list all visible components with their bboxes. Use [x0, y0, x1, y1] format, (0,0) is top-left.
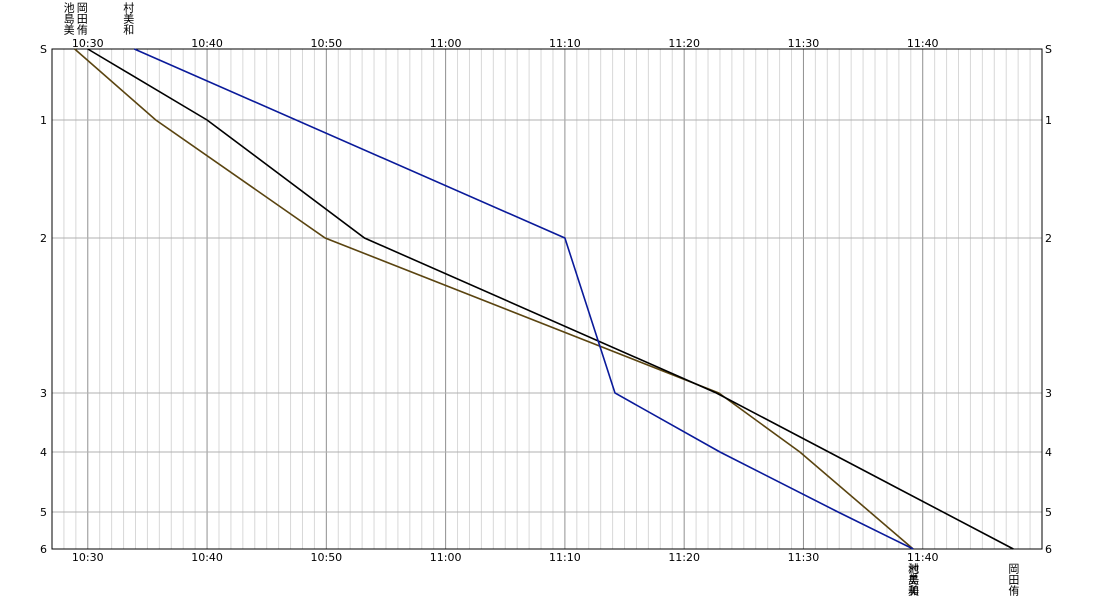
x-tick-label: 11:20	[668, 37, 700, 50]
train-name: 岡田侑	[1007, 563, 1020, 597]
y-tick-label: 4	[1045, 446, 1052, 459]
x-tick-label: 11:20	[668, 551, 700, 564]
x-tick-label: 10:40	[191, 37, 223, 50]
y-tick-label: 5	[40, 506, 47, 519]
train-name: 村美和	[907, 562, 920, 597]
x-tick-label: 11:30	[788, 37, 820, 50]
train-name: 池島美	[907, 563, 920, 596]
train-name: 岡田侑	[75, 2, 88, 36]
y-tick-label: 2	[40, 232, 47, 245]
train-line	[74, 48, 914, 550]
y-tick-label: 5	[1045, 506, 1052, 519]
x-tick-label: 11:40	[907, 37, 939, 50]
y-tick-label: 1	[40, 114, 47, 127]
x-tick-label: 11:40	[907, 551, 939, 564]
y-tick-label: S	[1045, 43, 1052, 56]
y-tick-label: 3	[1045, 387, 1052, 400]
y-tick-label: 6	[1045, 543, 1052, 556]
x-tick-label: 11:00	[430, 37, 462, 50]
y-tick-label: 1	[1045, 114, 1052, 127]
x-tick-label: 11:10	[549, 37, 581, 50]
x-tick-label: 11:10	[549, 551, 581, 564]
y-tick-label: 6	[40, 543, 47, 556]
y-tick-label: 4	[40, 446, 47, 459]
x-tick-label: 10:30	[72, 551, 104, 564]
y-tick-label: 2	[1045, 232, 1052, 245]
train-name: 池島美	[62, 2, 75, 35]
x-tick-label: 11:00	[430, 551, 462, 564]
train-line	[133, 48, 914, 550]
x-tick-label: 10:30	[72, 37, 104, 50]
x-tick-label: 11:30	[788, 551, 820, 564]
plot-frame	[51, 48, 1043, 550]
x-tick-label: 10:50	[310, 37, 342, 50]
y-tick-label: S	[40, 43, 47, 56]
train-line	[87, 48, 1014, 550]
train-name: 村美和	[122, 1, 135, 36]
x-tick-label: 10:50	[310, 551, 342, 564]
x-tick-label: 10:40	[191, 551, 223, 564]
y-tick-label: 3	[40, 387, 47, 400]
